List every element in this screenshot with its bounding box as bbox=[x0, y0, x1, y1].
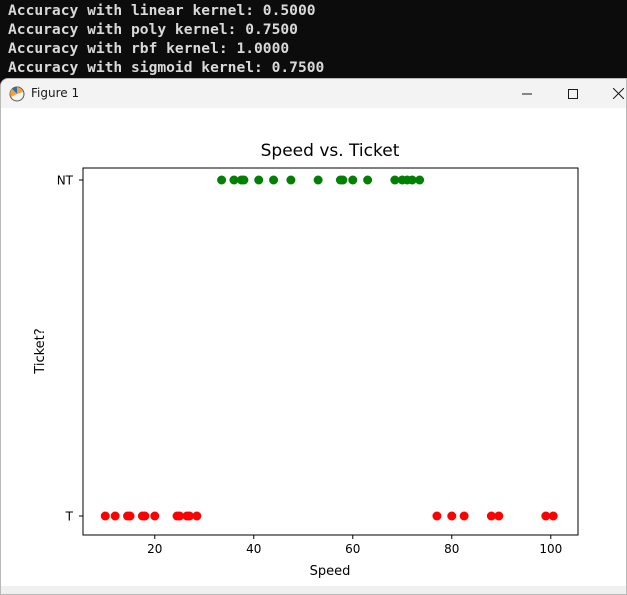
data-point bbox=[338, 175, 348, 185]
data-point bbox=[100, 511, 110, 521]
window-title: Figure 1 bbox=[31, 86, 80, 100]
data-point bbox=[486, 511, 496, 521]
data-point bbox=[175, 511, 185, 521]
data-point bbox=[541, 511, 551, 521]
figure-window: Figure 1 Speed vs. Ticket 20 40 60 80 100 T NT… bbox=[0, 78, 627, 595]
status-strip bbox=[1, 586, 626, 594]
minimize-icon bbox=[522, 93, 532, 94]
data-point bbox=[407, 175, 417, 185]
data-point bbox=[140, 511, 150, 521]
data-point bbox=[432, 511, 442, 521]
y-tick-label: NT bbox=[57, 174, 74, 188]
console-line: Accuracy with rbf kernel: 1.0000 bbox=[8, 40, 290, 57]
y-tick-label: T bbox=[65, 510, 74, 524]
maximize-button[interactable] bbox=[550, 79, 596, 108]
data-point bbox=[254, 175, 264, 185]
chart-title: Speed vs. Ticket bbox=[261, 141, 400, 161]
data-point bbox=[192, 511, 202, 521]
figure-canvas[interactable]: Speed vs. Ticket 20 40 60 80 100 T NT Speed Ti… bbox=[1, 108, 626, 588]
data-point bbox=[363, 175, 373, 185]
data-point bbox=[459, 511, 469, 521]
data-point bbox=[269, 175, 279, 185]
x-axis-label: Speed bbox=[310, 564, 351, 579]
console-line: Accuracy with linear kernel: 0.5000 bbox=[8, 2, 316, 19]
close-button[interactable] bbox=[595, 79, 626, 108]
data-point bbox=[286, 175, 296, 185]
data-point bbox=[390, 175, 400, 185]
close-icon bbox=[612, 88, 624, 99]
data-point bbox=[447, 511, 457, 521]
console-output: Accuracy with linear kernel: 0.5000 Accu… bbox=[0, 0, 627, 80]
x-tick-label: 80 bbox=[444, 542, 459, 556]
minimize-button[interactable] bbox=[504, 79, 550, 108]
data-point bbox=[548, 511, 558, 521]
matplotlib-icon bbox=[9, 86, 25, 102]
x-tick-label: 100 bbox=[539, 542, 562, 556]
data-point bbox=[125, 511, 135, 521]
x-tick-label: 40 bbox=[246, 542, 261, 556]
y-axis-label: Ticket? bbox=[33, 328, 48, 374]
data-point bbox=[150, 511, 160, 521]
data-point bbox=[415, 175, 425, 185]
plot-area bbox=[82, 167, 579, 536]
title-bar[interactable]: Figure 1 bbox=[1, 79, 626, 108]
data-point bbox=[494, 511, 504, 521]
scatter-chart: Speed vs. Ticket 20 40 60 80 100 T NT Speed Ti… bbox=[33, 141, 579, 579]
data-point bbox=[217, 175, 227, 185]
data-point bbox=[110, 511, 120, 521]
data-point bbox=[229, 175, 239, 185]
console-line: Accuracy with sigmoid kernel: 0.7500 bbox=[8, 59, 325, 76]
maximize-icon bbox=[568, 88, 578, 99]
data-point bbox=[239, 175, 249, 185]
data-point bbox=[348, 175, 358, 185]
data-point bbox=[313, 175, 323, 185]
x-tick-label: 20 bbox=[147, 542, 162, 556]
console-line: Accuracy with poly kernel: 0.7500 bbox=[8, 21, 298, 38]
x-tick-label: 60 bbox=[345, 542, 360, 556]
data-point bbox=[184, 511, 194, 521]
